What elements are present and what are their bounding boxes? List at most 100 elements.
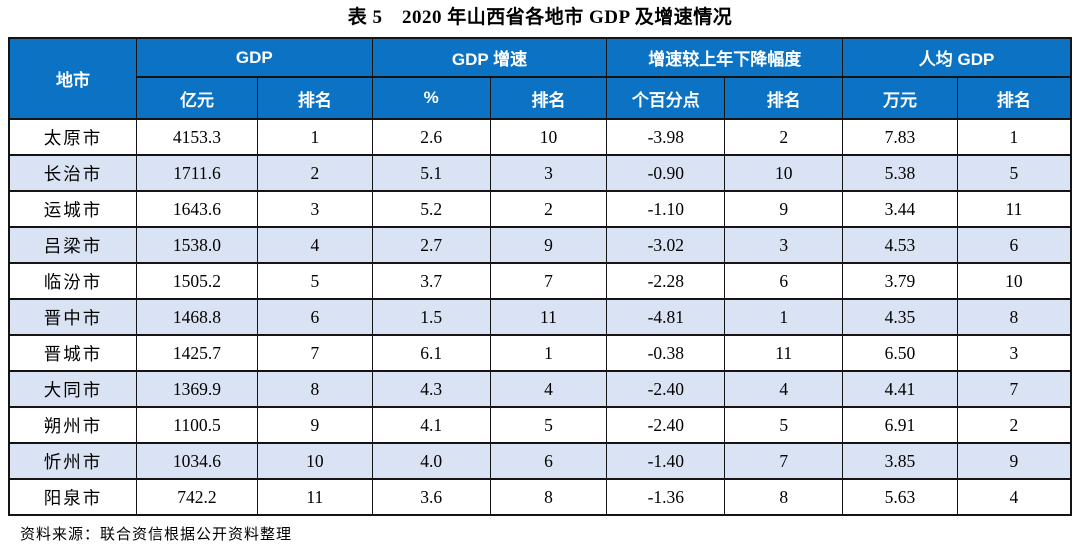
cell-per-capita-rank: 10	[956, 262, 1072, 300]
cell-decline: -3.02	[606, 226, 726, 264]
cell-city: 长治市	[8, 154, 137, 192]
cell-city: 忻州市	[8, 442, 137, 480]
cell-city: 晋中市	[8, 298, 137, 336]
cell-per-capita-rank: 1	[956, 118, 1072, 156]
table-row: 晋中市 1468.8 6 1.5 11 -4.81 1 4.35 8	[8, 298, 1072, 336]
gdp-table: 地市 GDP GDP 增速 增速较上年下降幅度 人均 GDP 亿元 排名 % 排…	[8, 37, 1072, 516]
cell-growth: 1.5	[371, 298, 491, 336]
table-row: 朔州市 1100.5 9 4.1 5 -2.40 5 6.91 2	[8, 406, 1072, 444]
cell-growth-rank: 3	[489, 154, 608, 192]
cell-city: 吕梁市	[8, 226, 137, 264]
cell-gdp: 1711.6	[135, 154, 259, 192]
table-body: 太原市 4153.3 1 2.6 10 -3.98 2 7.83 1 长治市 1711.6 2 5.1 3…	[8, 118, 1072, 516]
table-row: 忻州市 1034.6 10 4.0 6 -1.40 7 3.85 9	[8, 442, 1072, 480]
cell-decline-rank: 11	[724, 334, 844, 372]
cell-growth: 5.1	[371, 154, 491, 192]
cell-per-capita-gdp: 5.38	[842, 154, 958, 192]
cell-gdp-rank: 5	[257, 262, 373, 300]
table-row: 临汾市 1505.2 5 3.7 7 -2.28 6 3.79 10	[8, 262, 1072, 300]
cell-per-capita-rank: 5	[956, 154, 1072, 192]
cell-growth-rank: 7	[489, 262, 608, 300]
cell-city: 晋城市	[8, 334, 137, 372]
cell-gdp-rank: 3	[257, 190, 373, 228]
cell-city: 阳泉市	[8, 478, 137, 516]
cell-gdp: 1369.9	[135, 370, 259, 408]
cell-per-capita-gdp: 5.63	[842, 478, 958, 516]
cell-gdp-rank: 2	[257, 154, 373, 192]
cell-city: 运城市	[8, 190, 137, 228]
cell-gdp-rank: 6	[257, 298, 373, 336]
cell-gdp: 1100.5	[135, 406, 259, 444]
cell-growth: 4.1	[371, 406, 491, 444]
cell-per-capita-gdp: 4.35	[842, 298, 958, 336]
cell-per-capita-gdp: 3.44	[842, 190, 958, 228]
cell-per-capita-gdp: 3.79	[842, 262, 958, 300]
cell-decline-rank: 6	[724, 262, 844, 300]
cell-decline-rank: 5	[724, 406, 844, 444]
cell-gdp: 1505.2	[135, 262, 259, 300]
cell-growth-rank: 2	[489, 190, 608, 228]
table-row: 吕梁市 1538.0 4 2.7 9 -3.02 3 4.53 6	[8, 226, 1072, 264]
cell-decline: -2.28	[606, 262, 726, 300]
source-note: 资料来源：联合资信根据公开资料整理	[20, 527, 293, 543]
cell-decline-rank: 7	[724, 442, 844, 480]
cell-gdp: 1643.6	[135, 190, 259, 228]
cell-gdp-rank: 10	[257, 442, 373, 480]
cell-decline-rank: 10	[724, 154, 844, 192]
cell-decline-rank: 1	[724, 298, 844, 336]
cell-growth-rank: 8	[489, 478, 608, 516]
cell-growth-rank: 9	[489, 226, 608, 264]
cell-gdp-rank: 4	[257, 226, 373, 264]
header-growth-rank: 排名	[489, 76, 608, 120]
cell-growth-rank: 11	[489, 298, 608, 336]
cell-city: 临汾市	[8, 262, 137, 300]
header-gdp-unit: 亿元	[135, 76, 259, 120]
header-decline-unit: 个百分点	[606, 76, 726, 120]
cell-city: 朔州市	[8, 406, 137, 444]
cell-decline-rank: 9	[724, 190, 844, 228]
cell-decline-rank: 3	[724, 226, 844, 264]
header-group-gdp-growth: GDP 增速	[371, 37, 608, 78]
cell-growth: 3.6	[371, 478, 491, 516]
cell-per-capita-rank: 3	[956, 334, 1072, 372]
cell-gdp-rank: 11	[257, 478, 373, 516]
table-row: 长治市 1711.6 2 5.1 3 -0.90 10 5.38 5	[8, 154, 1072, 192]
cell-decline: -0.90	[606, 154, 726, 192]
cell-per-capita-gdp: 7.83	[842, 118, 958, 156]
cell-gdp: 4153.3	[135, 118, 259, 156]
cell-per-capita-rank: 7	[956, 370, 1072, 408]
header-per-capita-rank: 排名	[956, 76, 1072, 120]
cell-growth-rank: 10	[489, 118, 608, 156]
header-decline-rank: 排名	[724, 76, 844, 120]
cell-growth: 5.2	[371, 190, 491, 228]
table-header: 地市 GDP GDP 增速 增速较上年下降幅度 人均 GDP 亿元 排名 % 排…	[8, 37, 1072, 120]
cell-decline: -3.98	[606, 118, 726, 156]
cell-city: 太原市	[8, 118, 137, 156]
cell-per-capita-gdp: 3.85	[842, 442, 958, 480]
cell-growth: 3.7	[371, 262, 491, 300]
cell-gdp-rank: 1	[257, 118, 373, 156]
cell-decline: -2.40	[606, 370, 726, 408]
cell-gdp-rank: 7	[257, 334, 373, 372]
cell-per-capita-rank: 2	[956, 406, 1072, 444]
header-per-capita-unit: 万元	[842, 76, 958, 120]
cell-decline: -0.38	[606, 334, 726, 372]
cell-growth-rank: 5	[489, 406, 608, 444]
table-row: 晋城市 1425.7 7 6.1 1 -0.38 11 6.50 3	[8, 334, 1072, 372]
cell-growth: 2.7	[371, 226, 491, 264]
cell-decline: -4.81	[606, 298, 726, 336]
header-gdp-rank: 排名	[257, 76, 373, 120]
cell-per-capita-rank: 11	[956, 190, 1072, 228]
cell-growth-rank: 4	[489, 370, 608, 408]
cell-decline: -1.36	[606, 478, 726, 516]
header-growth-unit: %	[371, 76, 491, 120]
cell-gdp-rank: 8	[257, 370, 373, 408]
cell-per-capita-gdp: 4.53	[842, 226, 958, 264]
cell-per-capita-gdp: 6.50	[842, 334, 958, 372]
header-group-gdp: GDP	[135, 37, 373, 78]
cell-growth: 2.6	[371, 118, 491, 156]
cell-gdp: 1425.7	[135, 334, 259, 372]
table-title: 表 5 2020 年山西省各地市 GDP 及增速情况	[347, 7, 733, 28]
cell-growth: 4.0	[371, 442, 491, 480]
